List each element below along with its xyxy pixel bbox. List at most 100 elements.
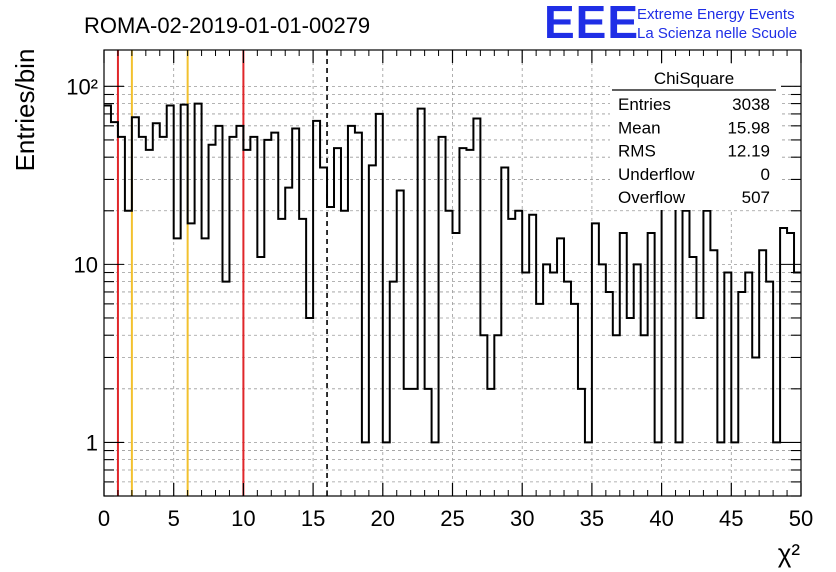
histogram-bin	[459, 148, 466, 496]
histogram-bin	[376, 114, 383, 496]
histogram-bin	[209, 145, 216, 496]
histogram-bin	[689, 257, 696, 496]
brand-line-2: La Scienza nelle Scuole	[637, 25, 797, 42]
histogram-bin	[167, 106, 174, 496]
histogram-bin	[696, 318, 703, 496]
histogram-bin	[425, 389, 432, 496]
histogram-bin	[780, 228, 787, 496]
brand-logo: EEE Extreme Energy Events La Scienza nel…	[544, 0, 797, 48]
histogram-bin	[655, 442, 662, 496]
histogram-bin	[648, 233, 655, 496]
histogram-bin	[557, 238, 564, 496]
histogram-bin	[613, 335, 620, 496]
histogram-bin	[662, 185, 669, 496]
histogram-bin	[634, 264, 641, 496]
histogram-bin	[501, 168, 508, 496]
x-tick-label: 45	[719, 506, 743, 531]
x-tick-label: 50	[789, 506, 813, 531]
histogram-bin	[752, 357, 759, 496]
stats-value: 12.19	[727, 142, 770, 161]
x-tick-label: 10	[231, 506, 255, 531]
histogram-bin	[104, 106, 111, 496]
brand-line-1: Extreme Energy Events	[637, 6, 795, 23]
histogram-bin	[620, 233, 627, 496]
axes: 0 5 10 15 20 25 30 35 40 45 50 1 10 10²	[66, 50, 813, 531]
histogram-bin	[536, 304, 543, 496]
histogram-bin	[578, 389, 585, 496]
histogram-bin	[738, 292, 745, 496]
stats-box: ChiSquare Entries 3038 Mean 15.98 RMS 12.19 Un…	[610, 64, 780, 210]
y-tick-label: 10	[74, 252, 98, 277]
chart-title: ROMA-02-2019-01-01-00279	[84, 13, 370, 38]
histogram-bin	[174, 238, 181, 496]
histogram-bin	[773, 442, 780, 496]
histogram-bin	[446, 211, 453, 496]
histogram-bin	[278, 219, 285, 496]
histogram-bin	[494, 335, 501, 496]
histogram-bin	[181, 105, 188, 496]
stats-title: ChiSquare	[654, 69, 734, 88]
histogram-bin	[236, 126, 243, 496]
x-tick-label: 5	[168, 506, 180, 531]
y-axis-label: Entries/bin	[10, 49, 40, 172]
histogram-bin	[641, 335, 648, 496]
stats-label: RMS	[618, 142, 656, 161]
histogram-layer	[104, 102, 801, 496]
y-tick-label: 1	[86, 430, 98, 455]
histogram-bin	[724, 273, 731, 496]
x-axis-label: χ²	[778, 538, 801, 568]
histogram-bin	[125, 211, 132, 496]
histogram-bin	[564, 282, 571, 496]
histogram-bin	[710, 250, 717, 496]
x-tick-label: 40	[649, 506, 673, 531]
histogram-bin	[676, 442, 683, 496]
histogram-bin	[759, 250, 766, 496]
histogram-bin	[264, 140, 271, 496]
histogram-bin	[480, 335, 487, 496]
histogram-bin	[669, 190, 676, 496]
histogram-bin	[292, 128, 299, 496]
histogram-bin	[299, 219, 306, 496]
histogram-bin	[550, 273, 557, 496]
histogram-bin	[585, 442, 592, 496]
histogram-bin	[606, 292, 613, 496]
histogram-bin	[188, 223, 195, 496]
histogram-bin	[132, 117, 139, 496]
histogram-bin	[139, 137, 146, 496]
histogram-bin	[731, 442, 738, 496]
histogram-bin	[487, 389, 494, 496]
histogram-bin	[195, 104, 202, 496]
histogram-bin	[229, 137, 236, 496]
histogram-bin	[348, 126, 355, 496]
histogram-bin	[592, 223, 599, 496]
histogram-bin	[369, 165, 376, 496]
histogram-bin	[745, 273, 752, 496]
histogram-bin	[222, 282, 229, 496]
histogram-bin	[250, 137, 257, 496]
histogram-bin	[473, 118, 480, 496]
y-tick-label: 10²	[66, 74, 98, 99]
histogram-bin	[334, 148, 341, 496]
stats-label: Entries	[618, 95, 671, 114]
histogram-bin	[683, 211, 690, 496]
histogram-bin	[257, 257, 264, 496]
histogram-bin	[362, 442, 369, 496]
stats-label: Overflow	[618, 188, 686, 207]
histogram-bin	[717, 442, 724, 496]
histogram-bin	[466, 150, 473, 496]
histogram-bin	[271, 133, 278, 496]
histogram-bin	[411, 389, 418, 496]
histogram-bin	[160, 137, 167, 496]
histogram-bin	[341, 211, 348, 496]
histogram-bin	[320, 168, 327, 496]
x-tick-label: 30	[510, 506, 534, 531]
histogram-bin	[453, 233, 460, 496]
histogram-bin	[599, 264, 606, 496]
histogram-bin	[313, 121, 320, 496]
stats-value: 15.98	[727, 118, 770, 137]
histogram-bin	[383, 442, 390, 496]
histogram-bin	[529, 215, 536, 496]
histogram-outline	[104, 102, 801, 444]
histogram-bin	[515, 211, 522, 496]
